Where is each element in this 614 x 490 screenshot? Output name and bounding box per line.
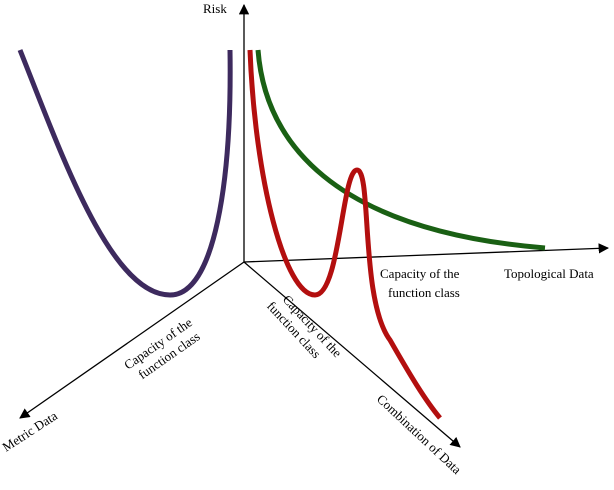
- combination-axis: [243, 261, 461, 448]
- x-axis-label: Topological Data: [504, 266, 594, 281]
- metric-axis-label: Metric Data: [0, 408, 60, 455]
- y-axis-label: Risk: [203, 1, 227, 16]
- combination-curve: [247, 49, 442, 420]
- capacity-label: Capacity of the: [380, 266, 460, 281]
- combination-axis-label: Combination of Data: [374, 391, 465, 477]
- metric-curve: [17, 49, 233, 298]
- capacity-label: function class: [388, 285, 460, 300]
- metric-axis: [19, 261, 245, 419]
- x-axis: [243, 243, 610, 263]
- topological-curve: [255, 49, 546, 251]
